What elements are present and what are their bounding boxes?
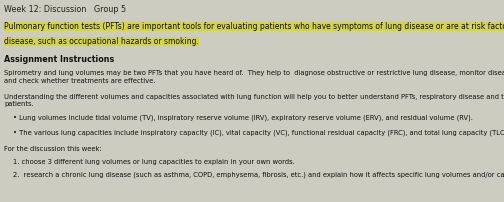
Text: 2.  research a chronic lung disease (such as asthma, COPD, emphysema, fibrosis, : 2. research a chronic lung disease (such… bbox=[13, 172, 504, 178]
Text: • Lung volumes include tidal volume (TV), inspiratory reserve volume (IRV), expi: • Lung volumes include tidal volume (TV)… bbox=[13, 115, 472, 121]
Text: Understanding the different volumes and capacities associated with lung function: Understanding the different volumes and … bbox=[4, 94, 504, 107]
Text: Assignment Instructions: Assignment Instructions bbox=[4, 55, 114, 64]
Text: Pulmonary function tests (PFTs) are important tools for evaluating patients who : Pulmonary function tests (PFTs) are impo… bbox=[4, 22, 504, 31]
Text: • The various lung capacities include inspiratory capacity (IC), vital capacity : • The various lung capacities include in… bbox=[13, 129, 504, 136]
Text: For the discussion this week:: For the discussion this week: bbox=[4, 146, 102, 152]
Text: Spirometry and lung volumes may be two PFTs that you have heard of.  They help t: Spirometry and lung volumes may be two P… bbox=[4, 70, 504, 84]
Text: Week 12: Discussion   Group 5: Week 12: Discussion Group 5 bbox=[4, 5, 126, 14]
Text: disease, such as occupational hazards or smoking.: disease, such as occupational hazards or… bbox=[4, 37, 199, 46]
Text: 1. choose 3 different lung volumes or lung capacities to explain in your own wor: 1. choose 3 different lung volumes or lu… bbox=[13, 159, 294, 165]
